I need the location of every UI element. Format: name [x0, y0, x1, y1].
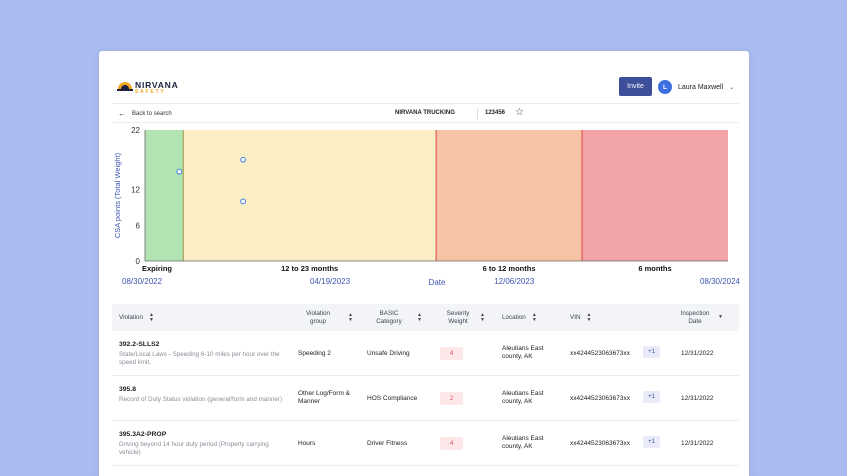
x-tick-label: 08/30/2024 — [700, 277, 741, 286]
x-tick-label: 04/19/2023 — [310, 277, 351, 286]
user-name: Laura Maxwell — [678, 83, 724, 91]
violation-code: 395.3A2-PROP — [119, 431, 167, 438]
brand-sub: SAFETY — [135, 88, 166, 95]
column-basic-category[interactable]: BASIC Category ▲ ▼ — [376, 309, 422, 325]
vin: xx4244523063673xx — [570, 395, 630, 402]
column-inspection-date[interactable]: Inspection Date ▼ — [680, 309, 723, 325]
inspection-date: 12/31/2022 — [681, 395, 714, 402]
location: Aleutians East county, AK — [502, 390, 544, 405]
csa-points-chart: Expiring 12 to 23 months 6 to 12 months 6 m… — [113, 126, 741, 287]
data-point[interactable] — [240, 198, 246, 205]
zone-label: 6 months — [638, 264, 671, 273]
violation-code: 392.2-SLLS2 — [119, 341, 160, 348]
vin: xx4244523063673xx — [570, 440, 630, 447]
zone-label: Expiring — [142, 264, 172, 273]
violation-group: Speeding 2 — [298, 350, 331, 357]
sun-logo-icon — [117, 82, 133, 91]
severity-badge: 4 — [440, 347, 463, 360]
column-severity-weight[interactable]: Severity Weight ▲ ▼ — [446, 309, 485, 325]
star-icon[interactable]: ☆ — [515, 107, 524, 118]
data-point[interactable] — [176, 168, 183, 175]
sub-header: ← Back to search NIRVANA TRUCKING 123456… — [112, 103, 739, 123]
column-location[interactable]: Location ▲ ▼ — [502, 311, 537, 323]
user-menu[interactable]: L Laura Maxwell ⌄ — [658, 80, 734, 94]
x-tick-label: 12/06/2023 — [494, 277, 535, 286]
table-row[interactable]: 392.2-SLLS2 State/Local Laws - Speeding … — [112, 331, 739, 376]
y-axis-title: CSA points (Total Weight) — [113, 152, 122, 238]
sort-icon: ▲ ▼ — [149, 311, 154, 323]
divider — [477, 108, 478, 119]
sort-icon: ▲ ▼ — [586, 311, 592, 323]
x-axis-title: Date — [429, 278, 446, 287]
brand-name: NIRVANA — [135, 80, 179, 90]
table-header: Violation ▲ ▼ Violation group ▲ ▼ BASIC Ca… — [112, 304, 739, 331]
data-point[interactable] — [240, 156, 246, 163]
basic-category: HOS Compliance — [367, 395, 418, 402]
violation-description: State/Local Laws - Speeding 6-10 miles p… — [119, 351, 280, 366]
table-row[interactable]: 395.8 Record of Duty Status violation (g… — [112, 376, 739, 421]
zone-band — [145, 130, 184, 261]
back-label: Back to search — [132, 110, 172, 117]
sort-icon: ▲ ▼ — [531, 311, 537, 323]
more-vins-button[interactable]: +1 — [643, 346, 660, 358]
y-tick-label: 22 — [131, 126, 140, 135]
violation-group: Other Log/Form & Manner — [298, 390, 351, 405]
arrow-left-icon: ← — [118, 109, 126, 118]
column-violation-group[interactable]: Violation group ▲ ▼ — [305, 309, 353, 325]
zone-label: 12 to 23 months — [281, 264, 338, 273]
avatar: L — [658, 80, 672, 94]
more-vins-button[interactable]: +1 — [643, 436, 660, 448]
main-card: NIRVANA SAFETY Invite L Laura Maxwell ⌄ … — [99, 51, 749, 476]
violation-code: 395.8 — [119, 386, 137, 393]
violation-description: Record of Duty Status violation (general… — [119, 396, 283, 403]
sort-icon: ▲ ▼ — [417, 311, 422, 323]
violation-cell: 395.3A2-PROP Driving beyond 14 hour duty… — [119, 431, 284, 457]
column-violation[interactable]: Violation ▲ ▼ — [119, 311, 154, 323]
nirvana-logo[interactable]: NIRVANA SAFETY — [117, 79, 187, 95]
sort-icon: ▲ ▼ — [348, 311, 353, 323]
inspection-date: 12/31/2022 — [681, 350, 714, 357]
x-tick-label: 08/30/2022 — [122, 277, 163, 286]
zone-band — [582, 130, 728, 261]
invite-button[interactable]: Invite — [619, 77, 652, 96]
y-tick-label: 6 — [136, 221, 141, 230]
table-row[interactable]: 395.3A2-PROP Driving beyond 14 hour duty… — [112, 421, 739, 466]
basic-category: Driver Fitness — [367, 440, 408, 447]
column-vin[interactable]: VIN ▲ ▼ — [570, 311, 592, 323]
dot-number: 123456 — [485, 110, 506, 116]
chevron-down-icon: ⌄ — [729, 84, 735, 91]
violation-group: Hours — [298, 440, 316, 447]
location: Aleutians East county, AK — [502, 345, 544, 360]
company-name: NIRVANA TRUCKING — [395, 110, 455, 116]
violations-table: Violation ▲ ▼ Violation group ▲ ▼ BASIC Ca… — [112, 304, 739, 466]
severity-badge: 4 — [440, 437, 463, 450]
severity-badge: 2 — [440, 392, 463, 405]
inspection-date: 12/31/2022 — [681, 440, 714, 447]
more-vins-button[interactable]: +1 — [643, 391, 660, 403]
back-to-search-link[interactable]: ← Back to search — [118, 109, 172, 118]
zone-band — [436, 130, 583, 261]
violation-cell: 392.2-SLLS2 State/Local Laws - Speeding … — [119, 341, 284, 367]
y-tick-label: 0 — [136, 257, 141, 266]
violation-cell: 395.8 Record of Duty Status violation (g… — [119, 386, 284, 404]
zone-label: 6 to 12 months — [483, 264, 536, 273]
violation-description: Driving beyond 14 hour duty period (Prop… — [119, 441, 269, 456]
location: Aleutians East county, AK — [502, 435, 544, 450]
sort-desc-icon: ▼ — [718, 314, 723, 320]
sort-icon: ▲ ▼ — [480, 311, 485, 323]
basic-category: Unsafe Driving — [367, 350, 410, 357]
top-bar: NIRVANA SAFETY Invite L Laura Maxwell ⌄ — [99, 51, 749, 103]
zone-band — [183, 130, 437, 261]
y-tick-label: 12 — [131, 186, 140, 195]
vin: xx4244523063673xx — [570, 350, 630, 357]
